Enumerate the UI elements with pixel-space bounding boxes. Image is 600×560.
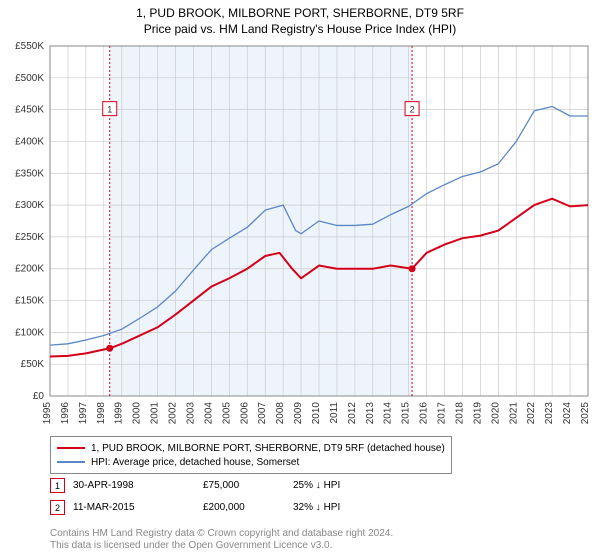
x-tick-label: 2010 <box>311 402 322 425</box>
x-tick-label: 2025 <box>580 402 591 425</box>
y-tick-label: £200K <box>15 264 44 275</box>
y-tick-label: £50K <box>21 359 45 370</box>
y-tick-label: £150K <box>15 296 44 307</box>
y-tick-label: £400K <box>15 136 44 147</box>
legend-label: 1, PUD BROOK, MILBORNE PORT, SHERBORNE, … <box>91 443 445 454</box>
marker-number-box: 1 <box>50 478 65 493</box>
x-tick-label: 2013 <box>365 402 376 425</box>
x-tick-label: 2020 <box>490 402 501 425</box>
y-tick-label: £500K <box>15 73 44 84</box>
marker-date: 30-APR-1998 <box>73 480 203 491</box>
marker-info-row: 2 11-MAR-2015£200,00032% ↓ HPI <box>50 500 340 515</box>
x-tick-label: 1997 <box>78 402 89 425</box>
y-tick-label: £100K <box>15 327 44 338</box>
footer-line1: Contains HM Land Registry data © Crown c… <box>50 528 393 539</box>
marker-price: £200,000 <box>203 502 293 513</box>
price-chart: £0 £50K £100K £150K £200K £250K £300K £350K £400… <box>0 0 600 430</box>
x-tick-label: 2008 <box>275 402 286 425</box>
x-tick-label: 2012 <box>347 402 358 425</box>
x-tick-label: 1998 <box>96 402 107 425</box>
legend: 1, PUD BROOK, MILBORNE PORT, SHERBORNE, … <box>50 436 452 474</box>
marker-price: £75,000 <box>203 480 293 491</box>
x-tick-label: 2003 <box>185 402 196 425</box>
y-tick-label: £550K <box>15 41 44 52</box>
legend-row: 1, PUD BROOK, MILBORNE PORT, SHERBORNE, … <box>57 441 445 455</box>
marker-pct: 32% ↓ HPI <box>293 502 340 513</box>
x-tick-label: 2011 <box>329 402 340 424</box>
legend-label: HPI: Average price, detached house, Some… <box>91 457 299 468</box>
marker-label: 1 <box>107 105 112 115</box>
y-tick-label: £300K <box>15 200 44 211</box>
marker-date: 11-MAR-2015 <box>73 502 203 513</box>
x-tick-label: 2016 <box>419 402 430 425</box>
y-tick-label: £450K <box>15 105 44 116</box>
x-tick-label: 2006 <box>239 402 250 425</box>
x-tick-label: 2018 <box>454 402 465 425</box>
x-tick-label: 2023 <box>544 402 555 425</box>
chart-container: 1, PUD BROOK, MILBORNE PORT, SHERBORNE, … <box>0 0 600 560</box>
x-tick-label: 2005 <box>221 402 232 425</box>
x-tick-label: 2024 <box>562 402 573 425</box>
x-tick-label: 2007 <box>257 402 268 425</box>
x-tick-label: 2014 <box>383 402 394 425</box>
x-tick-label: 1995 <box>42 402 53 425</box>
legend-row: HPI: Average price, detached house, Some… <box>57 455 445 469</box>
marker-number-box: 2 <box>50 500 65 515</box>
x-tick-label: 2021 <box>508 402 519 425</box>
x-tick-label: 2019 <box>472 402 483 425</box>
marker-label: 2 <box>410 105 415 115</box>
x-tick-label: 2022 <box>526 402 537 425</box>
marker-pct: 25% ↓ HPI <box>293 480 340 491</box>
x-tick-label: 2001 <box>150 402 161 425</box>
legend-swatch <box>57 447 85 449</box>
x-tick-label: 2017 <box>437 402 448 425</box>
x-tick-label: 2002 <box>168 402 179 425</box>
legend-swatch <box>57 461 85 463</box>
x-tick-label: 2000 <box>132 402 143 425</box>
x-tick-label: 1999 <box>114 402 125 425</box>
x-tick-label: 2015 <box>401 402 412 425</box>
footer-line2: This data is licensed under the Open Gov… <box>50 540 332 551</box>
y-tick-label: £350K <box>15 168 44 179</box>
marker-info-row: 1 30-APR-1998£75,00025% ↓ HPI <box>50 478 340 493</box>
x-tick-label: 2004 <box>203 402 214 425</box>
y-tick-label: £250K <box>15 232 44 243</box>
x-tick-label: 2009 <box>293 402 304 425</box>
x-tick-label: 1996 <box>60 402 71 425</box>
y-tick-label: £0 <box>33 391 45 402</box>
